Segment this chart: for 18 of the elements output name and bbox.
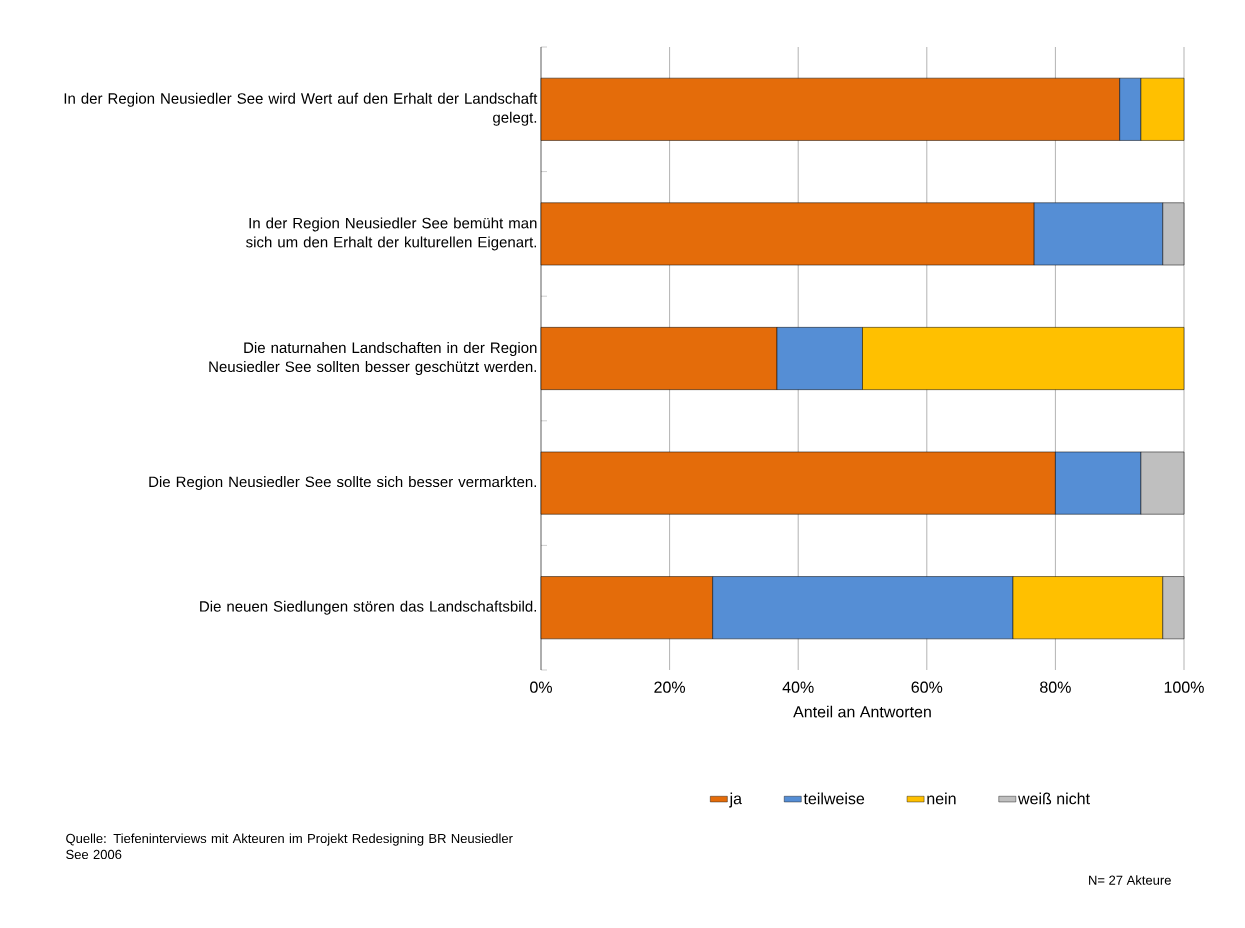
y-tick-label: Die naturnahen Landschaften in der Region Neusiedler See sollten besser geschützt werden. [209, 342, 537, 375]
legend-label: ja [729, 792, 743, 808]
y-tick-label: In der Region Neusiedler See wird Wert auf den Erhalt der Landschaft gelegt. [64, 92, 538, 126]
legend-label: nein [927, 792, 956, 805]
y-tick-label: Die neuen Siedlungen stören das Landschaftsbild. [200, 600, 537, 615]
x-tick-label: 100% [1164, 681, 1204, 693]
legend-label: teilweise [803, 792, 865, 805]
text: N= 27 Akteure [1089, 875, 1171, 885]
x-axis-title: Anteil an Antworten [793, 705, 931, 718]
x-tick-label: 40% [782, 681, 814, 693]
legend-label: weiß nicht [1018, 792, 1090, 805]
y-tick-label: In der Region Neusiedler See bemüht man sich um den Erhalt der kulturellen Eigenart. [246, 217, 537, 251]
source-note: Quelle: Tiefeninterviews mit Akteuren im Projekt Redesigning BR Neusiedler See 2006 [66, 833, 513, 860]
x-tick-label: 0% [530, 681, 552, 693]
x-tick-label: 20% [654, 681, 686, 693]
x-tick-label: 60% [911, 681, 943, 693]
y-tick-label: Die Region Neusiedler See sollte sich besser vermarkten. [149, 476, 537, 491]
x-tick-label: 80% [1040, 681, 1071, 693]
